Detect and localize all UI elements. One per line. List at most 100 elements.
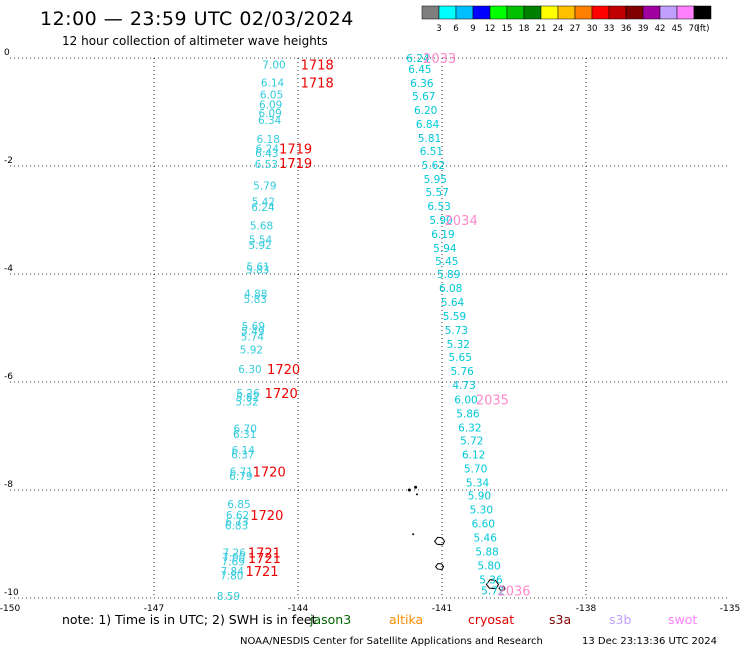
wave-height-label: 4.88 <box>244 288 267 300</box>
wave-height-label: 7.80 <box>220 570 243 582</box>
colorbar-legend: 3 6 9 12 15 18 21 24 27 30 33 36 39 42 45 70(ft) <box>421 5 712 34</box>
wave-height-label: 5.83 <box>244 294 267 306</box>
colorbar-label: 6 <box>453 24 458 34</box>
mission-s3b: s3b <box>609 612 631 627</box>
wave-height-label: 5.59 <box>443 311 466 323</box>
pass-time-label: 1720 <box>265 387 298 402</box>
islet-dot <box>414 485 418 489</box>
wave-height-label: 6.31 <box>233 429 256 441</box>
mission-jason3: jason3 <box>309 612 351 627</box>
wave-height-label: 5.72 <box>460 435 483 447</box>
colorbar-label: 21 <box>536 24 547 34</box>
altimeter-tracks: 7.006.146.056.096.096.346.186.246.436.53… <box>217 53 505 603</box>
colorbar-swatch <box>455 5 474 20</box>
colorbar-label: 27 <box>570 24 581 34</box>
wave-height-label: 6.36 <box>410 78 434 90</box>
wave-height-label: 5.90 <box>429 215 452 227</box>
wave-height-label: 5.92 <box>240 345 263 357</box>
colorbar-label: 15 <box>502 24 513 34</box>
wave-height-label: 6.45 <box>408 64 431 76</box>
wave-height-label: 6.37 <box>231 449 254 461</box>
pass-time-label: 1718 <box>301 76 334 91</box>
colorbar-swatch <box>659 5 678 20</box>
colorbar-label: 70 <box>689 24 700 34</box>
pass-time-label: 2033 <box>423 52 456 67</box>
wave-height-label: 5.69 <box>242 321 265 333</box>
page-subtitle: 12 hour collection of altimeter wave hei… <box>62 34 328 48</box>
wave-height-label: 5.76 <box>450 366 474 378</box>
wave-height-label: 7.00 <box>222 552 245 564</box>
mission-swot: swot <box>668 612 697 627</box>
wave-height-label: 8.59 <box>217 591 240 603</box>
colorbar-swatch <box>557 5 576 20</box>
wave-height-label: 5.65 <box>449 352 472 364</box>
colorbar-label: 42 <box>655 24 666 34</box>
wave-height-label: 7.69 <box>222 556 245 568</box>
wave-height-label: 6.84 <box>416 119 440 131</box>
wave-height-label: 4.73 <box>452 380 475 392</box>
pass-time-label: 1720 <box>250 509 283 524</box>
lat-tick-label: -4 <box>4 264 13 274</box>
wave-height-label: 5.70 <box>464 463 487 475</box>
colorbar-swatch <box>489 5 508 20</box>
page-title: 12:00 — 23:59 UTC 02/03/2024 <box>40 8 354 30</box>
pass-time-label: 1721 <box>248 552 281 567</box>
generated-timestamp: 13 Dec 23:13:36 UTC 2024 <box>582 636 717 647</box>
pass-time-label: 1721 <box>245 565 278 580</box>
colorbar-swatch <box>693 5 712 20</box>
colorbar-swatch <box>591 5 610 20</box>
colorbar-swatch <box>523 5 542 20</box>
wave-height-label: 6.53 <box>427 201 450 213</box>
wave-height-label: 5.68 <box>250 220 273 232</box>
lat-tick-label: -6 <box>4 372 13 382</box>
wave-height-label: 5.42 <box>252 197 275 209</box>
wave-height-label: 5.30 <box>470 504 493 516</box>
wave-height-label: 6.30 <box>238 364 261 376</box>
pass-time-label: 1720 <box>267 363 300 378</box>
colorbar-label: (ft) <box>697 24 710 34</box>
colorbar-swatch <box>421 5 440 20</box>
wave-height-label: 6.62 <box>226 510 249 522</box>
wave-height-label: 7.84 <box>221 566 245 578</box>
wave-height-label: 5.62 <box>422 160 445 172</box>
pass-time-label: 2035 <box>476 393 509 408</box>
wave-height-label: 5.36 <box>479 575 503 587</box>
island-outlines <box>407 485 506 591</box>
wave-height-label: 5.34 <box>466 477 490 489</box>
wave-height-label: 5.89 <box>437 269 460 281</box>
wave-height-label: 5.95 <box>424 174 447 186</box>
island-outline <box>498 585 506 591</box>
colorbar-label: 3 <box>436 24 441 34</box>
wave-height-label: 5.73 <box>445 325 468 337</box>
pass-time-label: 1720 <box>253 466 286 481</box>
wave-height-label: 6.73 <box>225 516 248 528</box>
colorbar-swatch <box>625 5 644 20</box>
wave-height-label: 6.05 <box>260 90 283 102</box>
colorbar-swatch <box>676 5 695 20</box>
colorbar-swatch <box>506 5 525 20</box>
colorbar-label: 36 <box>621 24 632 34</box>
wave-height-label: 6.43 <box>255 148 278 160</box>
wave-height-label: 6.08 <box>439 283 462 295</box>
lon-tick-label: -147 <box>144 604 164 614</box>
wave-height-label: 6.34 <box>258 115 282 127</box>
wave-height-label: 6.60 <box>472 518 495 530</box>
lon-tick-label: -135 <box>720 604 740 614</box>
wave-height-label: 5.88 <box>475 547 498 559</box>
lon-tick-label: -141 <box>432 604 452 614</box>
pass-time-label: 1719 <box>279 143 312 158</box>
wave-height-label: 6.32 <box>458 422 481 434</box>
pass-time-label: 2034 <box>445 214 478 229</box>
map-plot-area: 7.006.146.056.096.096.346.186.246.436.53… <box>0 48 740 614</box>
mission-legend: jason3 altika cryosat s3a s3b swot <box>309 612 697 627</box>
wave-height-label: 6.24 <box>406 53 430 65</box>
wave-height-label: 5.67 <box>412 91 435 103</box>
wave-height-label: 5.79 <box>253 180 276 192</box>
credit-text: NOAA/NESDIS Center for Satellite Applica… <box>240 636 543 647</box>
lon-tick-label: -144 <box>288 604 309 614</box>
wave-height-label: 5.74 <box>241 332 265 344</box>
wave-height-label: 5.90 <box>468 490 491 502</box>
colorbar-swatch <box>642 5 661 20</box>
lat-tick-label: 0 <box>4 48 10 58</box>
